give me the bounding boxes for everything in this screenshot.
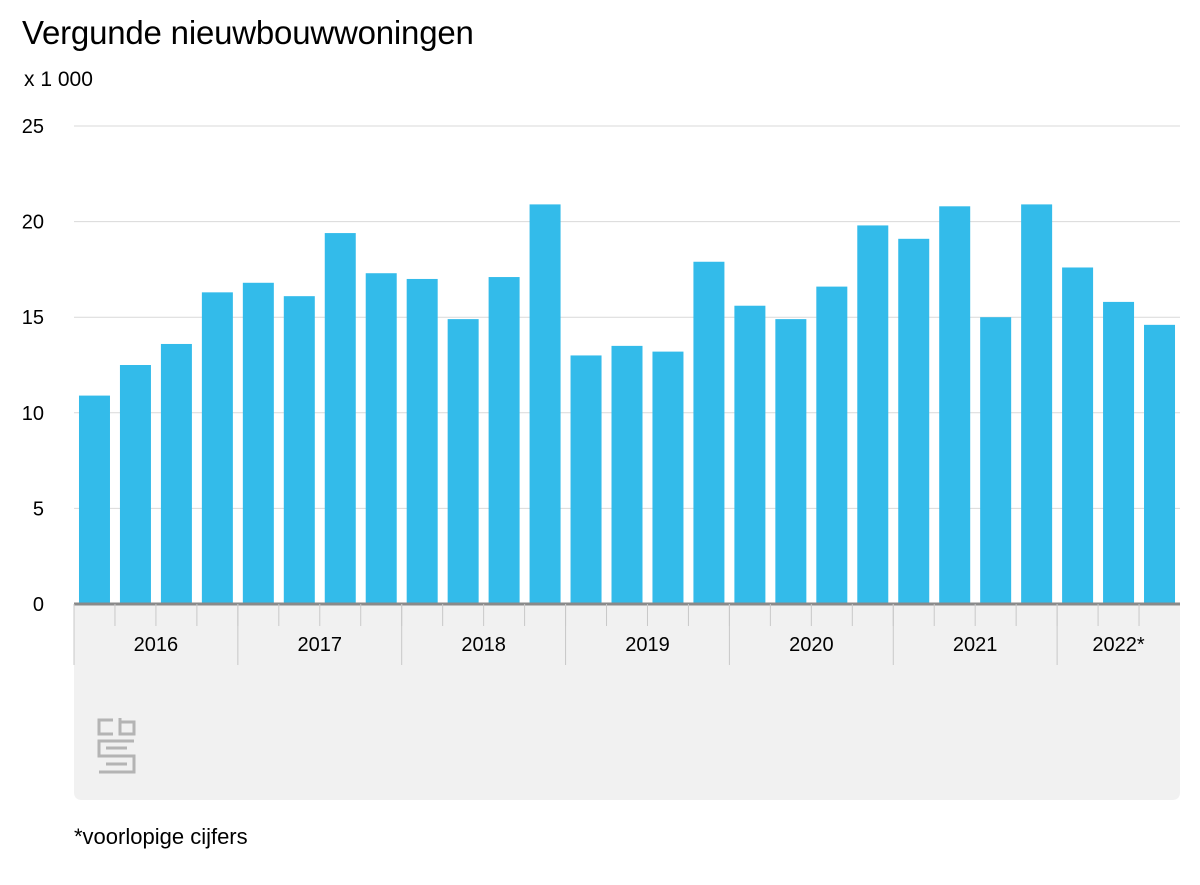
x-year-label: 2021 xyxy=(953,634,998,656)
bar xyxy=(160,343,192,604)
axes: 0 5 10 15 20 25 2016 2017 2018 2019 2020 2021 2022* xyxy=(22,116,1180,665)
bar xyxy=(898,238,930,605)
bar xyxy=(816,286,848,604)
y-tick-label: 5 xyxy=(33,498,44,520)
bar xyxy=(406,278,438,604)
bar xyxy=(529,204,561,604)
chart-title: Vergunde nieuwbouwwoningen xyxy=(22,14,474,51)
bar xyxy=(570,355,602,604)
x-axis-panel xyxy=(74,604,1180,800)
bar xyxy=(693,261,725,604)
x-axis-band xyxy=(74,604,1180,800)
bar xyxy=(980,317,1012,604)
bar xyxy=(201,292,233,604)
x-year-label: 2020 xyxy=(789,634,834,656)
bar xyxy=(324,233,356,604)
y-tick-label: 20 xyxy=(22,212,44,234)
bar xyxy=(447,319,479,604)
bar xyxy=(488,277,520,604)
bar xyxy=(242,282,274,604)
bar xyxy=(1144,324,1176,604)
bar xyxy=(1062,267,1094,604)
x-year-label: 2022* xyxy=(1092,634,1144,656)
x-year-label: 2016 xyxy=(134,634,179,656)
x-year-label: 2019 xyxy=(625,634,670,656)
bar xyxy=(1103,301,1135,604)
y-tick-label: 25 xyxy=(22,116,44,138)
bar xyxy=(857,225,889,604)
bar xyxy=(78,395,110,604)
y-tick-label: 0 xyxy=(33,594,44,616)
bar xyxy=(611,345,643,604)
bar xyxy=(775,319,807,604)
bar xyxy=(1021,204,1053,604)
y-tick-label: 10 xyxy=(22,403,44,425)
bar xyxy=(119,365,151,604)
bar xyxy=(283,296,315,604)
y-tick-label: 15 xyxy=(22,307,44,329)
footnote: *voorlopige cijfers xyxy=(74,824,248,849)
cbs-logo xyxy=(97,718,136,774)
y-axis-unit-label: x 1 000 xyxy=(24,68,93,91)
bar xyxy=(365,273,397,604)
bar xyxy=(734,305,766,604)
bar xyxy=(939,206,971,604)
x-year-label: 2017 xyxy=(298,634,343,656)
bars xyxy=(78,204,1176,605)
bar xyxy=(652,351,684,604)
x-year-label: 2018 xyxy=(461,634,506,656)
